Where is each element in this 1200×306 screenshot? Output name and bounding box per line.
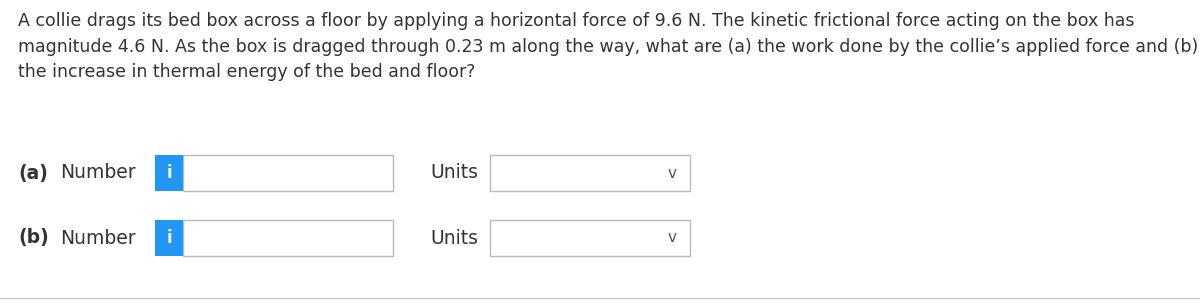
Text: (b): (b) [18, 229, 49, 248]
Text: v: v [667, 230, 677, 245]
Text: Units: Units [430, 229, 478, 248]
FancyBboxPatch shape [155, 155, 182, 191]
Text: i: i [166, 164, 172, 182]
FancyBboxPatch shape [490, 155, 690, 191]
Text: (a): (a) [18, 163, 48, 182]
FancyBboxPatch shape [182, 155, 394, 191]
Text: Number: Number [60, 229, 136, 248]
Text: v: v [667, 166, 677, 181]
FancyBboxPatch shape [490, 220, 690, 256]
Text: A collie drags its bed box across a floor by applying a horizontal force of 9.6 : A collie drags its bed box across a floo… [18, 12, 1199, 81]
Text: Number: Number [60, 163, 136, 182]
FancyBboxPatch shape [155, 220, 182, 256]
Text: Units: Units [430, 163, 478, 182]
FancyBboxPatch shape [182, 220, 394, 256]
Text: i: i [166, 229, 172, 247]
